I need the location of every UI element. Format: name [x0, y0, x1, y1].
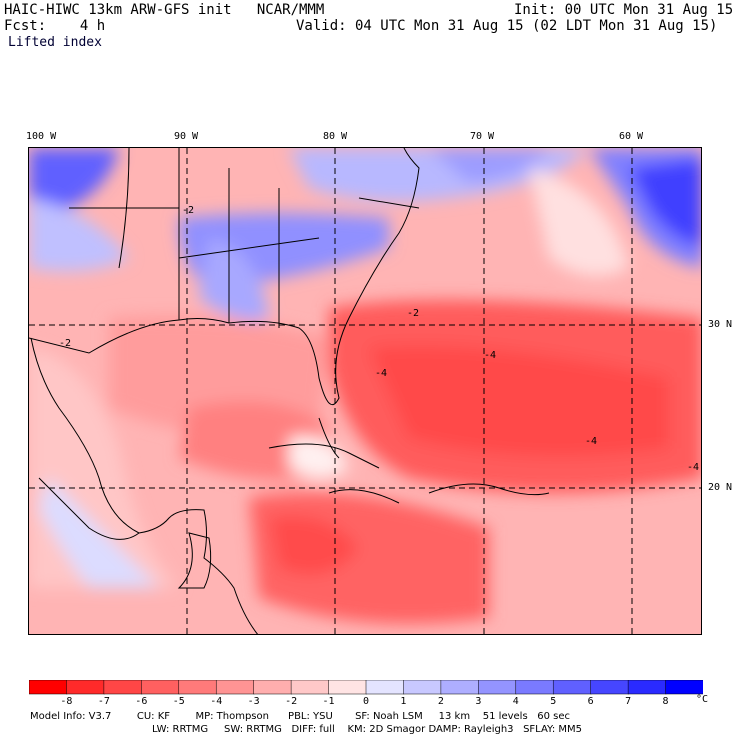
forecast-hour: Fcst: 4 h — [4, 18, 106, 34]
colorbar-tick-label: -4 — [210, 696, 223, 707]
colorbar-tick-label: -5 — [172, 696, 185, 707]
colorbar-swatch — [290, 680, 330, 695]
colorbar-swatch — [552, 680, 592, 695]
latlon-grid — [29, 148, 701, 634]
colorbar-swatch — [66, 680, 105, 695]
colorbar-swatch — [365, 680, 405, 695]
colorbar-swatch — [665, 680, 703, 695]
colorbar-tick-label: 5 — [550, 696, 557, 707]
valid-time: Valid: 04 UTC Mon 31 Aug 15 (02 LDT Mon … — [296, 18, 718, 34]
lon-label-90w: 90 W — [174, 131, 199, 142]
colorbar-tick-label: 2 — [437, 696, 444, 707]
colorbar-swatch — [478, 680, 517, 695]
contour-label: -2 — [182, 205, 194, 216]
colorbar-tick-label: -2 — [285, 696, 298, 707]
colorbar-swatch — [253, 680, 292, 695]
lifted-index-map: -2 -2 -4 -4 -4 -4 -2 — [28, 147, 702, 635]
lon-label-100w: 100 W — [26, 131, 57, 142]
colorbar-tick-label: 4 — [512, 696, 519, 707]
lon-label-60w: 60 W — [619, 131, 644, 142]
lon-label-70w: 70 W — [470, 131, 495, 142]
contour-label: -2 — [59, 338, 71, 349]
contour-label: -4 — [375, 368, 387, 379]
lat-label-30n: 30 N — [708, 319, 733, 330]
colorbar-swatch — [178, 680, 217, 695]
colorbar-swatch — [627, 680, 667, 695]
colorbar-tick-label: 1 — [400, 696, 407, 707]
contour-label: -4 — [585, 436, 597, 447]
field-shading — [29, 148, 701, 624]
lon-label-80w: 80 W — [323, 131, 348, 142]
model-title: HAIC-HIWC 13km ARW-GFS init NCAR/MMM — [4, 2, 325, 18]
colorbar-tick-label: 0 — [362, 696, 370, 707]
colorbar-swatch — [103, 680, 143, 695]
colorbar-tick-label: 3 — [475, 696, 482, 707]
init-time: Init: 00 UTC Mon 31 Aug 15 — [514, 2, 734, 18]
colorbar-tick-label: -6 — [135, 696, 148, 707]
model-info-line1: Model Info: V3.7 CU: KF MP: Thompson PBL… — [30, 711, 570, 722]
colorbar-swatch — [590, 680, 629, 695]
contour-label: -4 — [484, 350, 496, 361]
model-info-line2: LW: RRTMG SW: RRTMG DIFF: full KM: 2D Sm… — [152, 724, 582, 735]
colorbar-tick-label: 7 — [625, 696, 632, 707]
colorbar-swatch — [328, 680, 367, 695]
contour-label: -2 — [407, 308, 419, 319]
colorbar-swatch — [515, 680, 554, 695]
field-name: Lifted index — [8, 35, 102, 50]
contour-label: -4 — [687, 462, 699, 473]
map-canvas: -2 -2 -4 -4 -4 -4 -2 — [29, 148, 701, 634]
colorbar-tick-label: 6 — [587, 696, 594, 707]
colorbar-swatch — [29, 680, 68, 695]
colorbar-swatch — [403, 680, 442, 695]
colorbar-tick-label: 8 — [662, 696, 669, 707]
colorbar-tick-label: -7 — [97, 696, 110, 707]
colorbar-tick-label: -1 — [322, 696, 335, 707]
colorbar-tick-label: -8 — [60, 696, 73, 707]
coastlines — [29, 148, 550, 634]
colorbar-tick-label: -3 — [247, 696, 260, 707]
colorbar-swatch — [440, 680, 480, 695]
colorbar-swatch — [215, 680, 255, 695]
colorbar-unit: °C — [695, 694, 709, 705]
lat-label-20n: 20 N — [708, 482, 733, 493]
colorbar-swatch — [141, 680, 180, 695]
colorbar — [29, 680, 703, 695]
